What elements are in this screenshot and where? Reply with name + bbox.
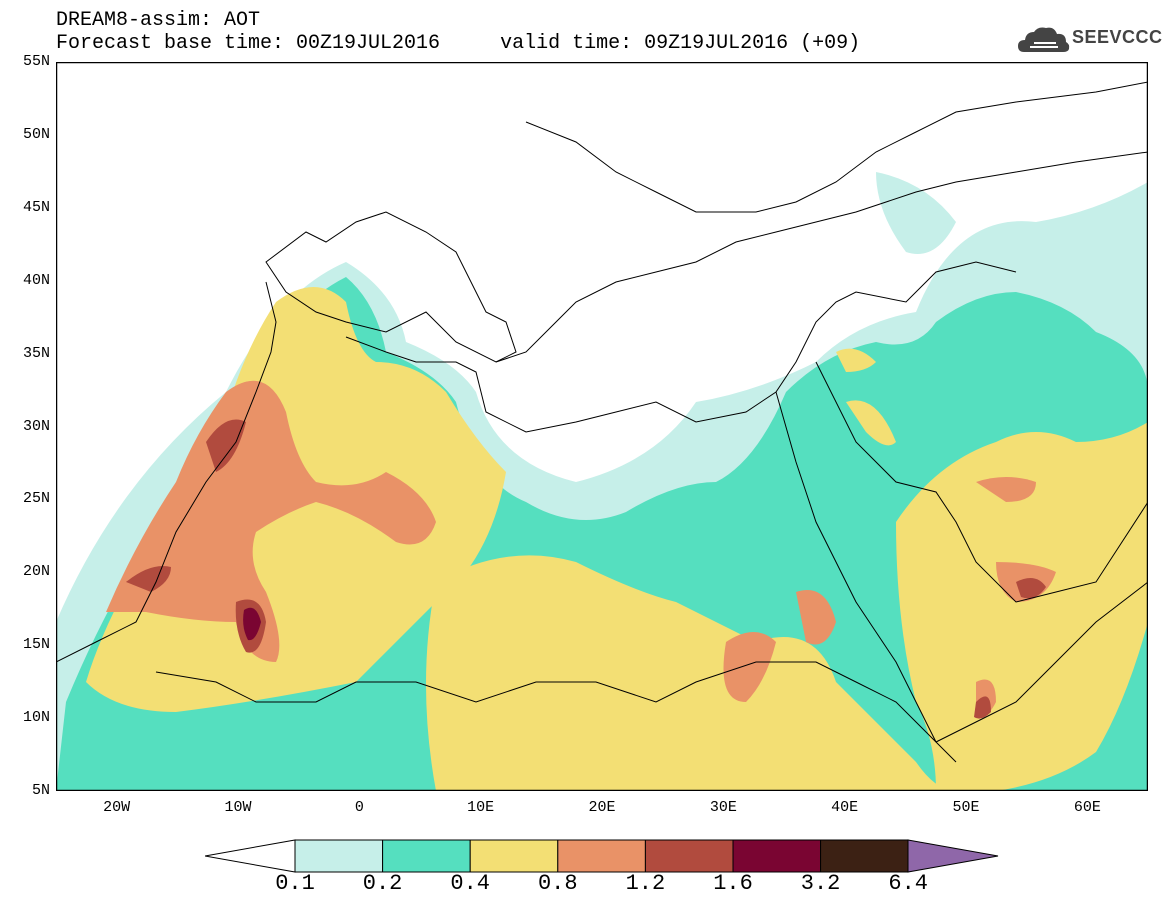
forecast-time-line: Forecast base time: 00Z19JUL2016 valid t… — [56, 32, 861, 55]
lat-tick-label: 55N — [22, 53, 50, 70]
legend-value-label: 0.2 — [362, 871, 403, 896]
lat-tick-label: 45N — [22, 198, 50, 216]
coastlines — [56, 81, 1148, 763]
legend-value-label: 0.1 — [275, 871, 315, 896]
legend-boxes — [294, 839, 909, 873]
lon-tick-label: 40E — [831, 799, 859, 816]
lat-tick-label: 10N — [22, 709, 50, 727]
lon-tick-label: 50E — [952, 799, 980, 816]
legend-color-box — [469, 839, 559, 873]
lat-tick-label: 5N — [31, 782, 50, 799]
lon-tick-label: 20W — [103, 799, 131, 816]
legend-color-box — [820, 839, 909, 873]
map-frame — [56, 62, 1148, 791]
aot-band-1-6 — [243, 607, 261, 641]
chart-title: DREAM8-assim: AOT — [56, 9, 261, 32]
lon-tick-label: 20E — [588, 799, 616, 816]
legend-color-box — [294, 839, 384, 873]
lon-tick-label: 10W — [224, 799, 252, 816]
brand-logo: SEEVCCC — [1016, 22, 1162, 58]
lat-tick-label: 50N — [22, 125, 50, 143]
lat-tick-label: 40N — [22, 271, 50, 289]
lon-tick-label: 60E — [1073, 799, 1101, 816]
brand-name: SEEVCCC — [1072, 27, 1163, 47]
cloud-icon — [1018, 27, 1070, 52]
legend-value-label: 1.2 — [625, 871, 666, 896]
legend-color-box — [732, 839, 822, 873]
legend-color-box — [644, 839, 734, 873]
lon-tick-label: 10E — [467, 799, 495, 816]
lon-tick-label: 0 — [354, 799, 364, 816]
legend-value-label: 1.6 — [713, 871, 753, 896]
legend-under-arrow — [205, 839, 296, 873]
lat-tick-label: 20N — [22, 563, 50, 581]
aot-map — [56, 62, 1148, 791]
lat-tick-label: 30N — [22, 417, 50, 435]
lat-tick-label: 15N — [22, 636, 50, 654]
legend-over-arrow — [907, 839, 999, 873]
aot-field — [56, 172, 1148, 791]
lat-tick-label: 25N — [22, 490, 50, 508]
legend-value-label: 6.4 — [888, 871, 928, 896]
aot-band-0-8 — [106, 380, 1056, 716]
legend-value-label: 0.8 — [537, 871, 578, 896]
lon-tick-label: 30E — [709, 799, 737, 816]
color-legend — [205, 839, 999, 873]
legend-color-box — [557, 839, 646, 873]
legend-color-box — [382, 839, 471, 873]
lat-tick-label: 35N — [22, 344, 50, 362]
legend-value-label: 3.2 — [800, 871, 841, 896]
legend-value-label: 0.4 — [450, 871, 490, 896]
